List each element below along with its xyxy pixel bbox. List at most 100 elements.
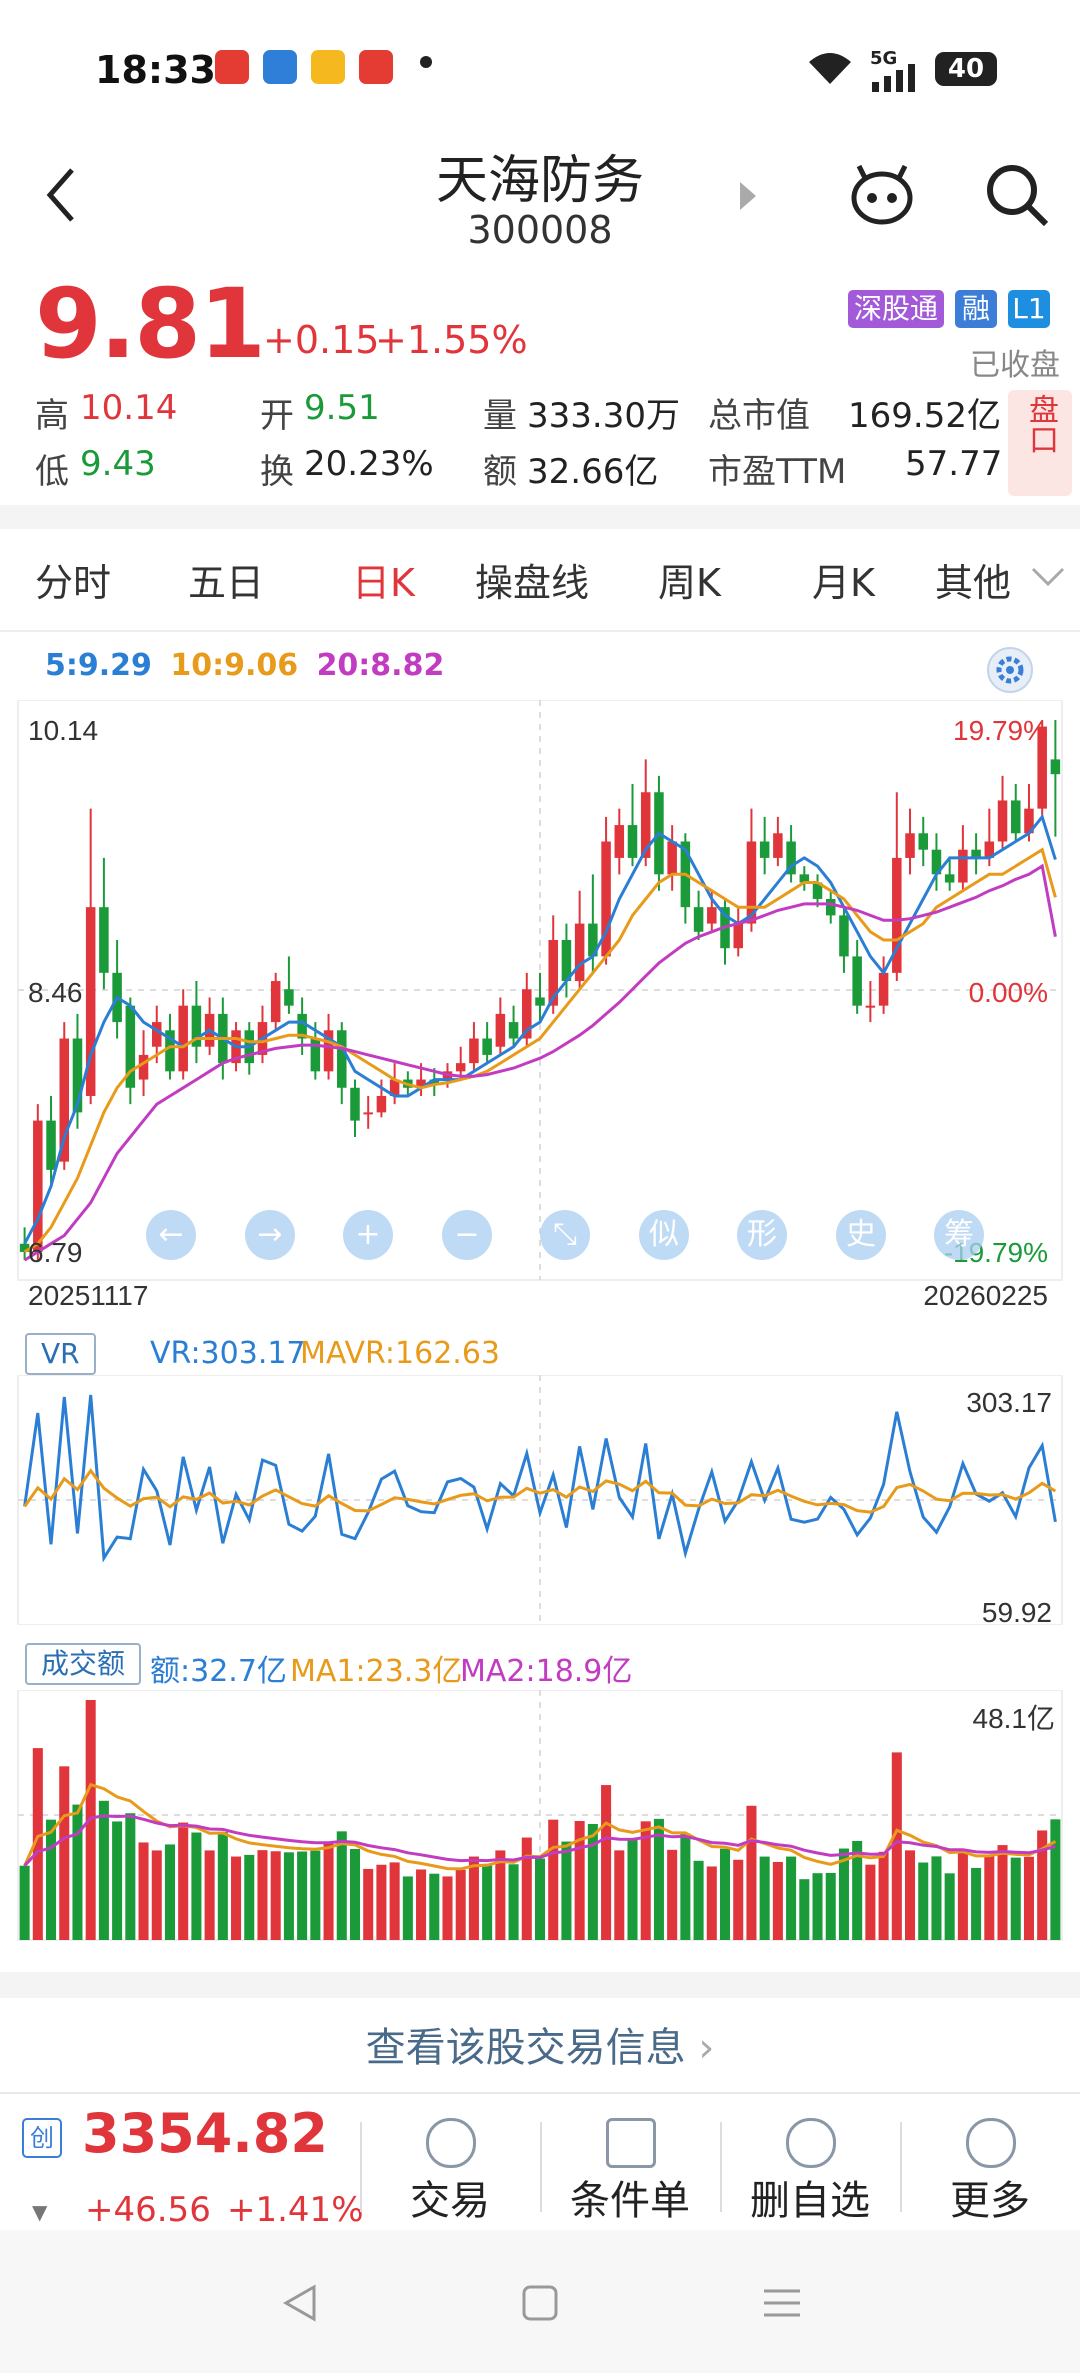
tab-other[interactable]: 其他 bbox=[935, 561, 1012, 605]
remove-watchlist-button[interactable]: 删自选 bbox=[720, 2110, 900, 2224]
pe-value: 57.77 bbox=[905, 444, 1003, 484]
nav-home-icon[interactable] bbox=[520, 2283, 560, 2323]
amount-bar bbox=[231, 1856, 242, 1940]
current-price: 9.81 bbox=[35, 268, 266, 380]
zoom-out-button[interactable]: − bbox=[442, 1210, 492, 1260]
amount-bar bbox=[574, 1821, 585, 1940]
caret-down-icon[interactable]: ▼ bbox=[32, 2200, 48, 2224]
amount-bar bbox=[217, 1832, 228, 1940]
price-change: +0.15 bbox=[263, 318, 380, 362]
amount-indicator-button[interactable]: 成交额 bbox=[25, 1643, 142, 1685]
candle-body bbox=[389, 1079, 400, 1096]
candle-body bbox=[429, 1079, 440, 1085]
amount-ma2-line bbox=[23, 1814, 1056, 1867]
candle-body bbox=[707, 907, 717, 924]
amount-bar bbox=[1037, 1830, 1048, 1940]
status-time: 18:33 bbox=[95, 48, 216, 92]
candle-body bbox=[165, 1030, 175, 1072]
amount-bar bbox=[852, 1840, 863, 1940]
tab-trading-line[interactable]: 操盘线 bbox=[475, 561, 590, 605]
amount-bar bbox=[944, 1873, 955, 1940]
candle-body bbox=[191, 1005, 202, 1047]
candle-body bbox=[508, 1022, 519, 1039]
candle-body bbox=[455, 1063, 466, 1072]
tab-monthly-k[interactable]: 月K bbox=[812, 561, 875, 605]
tab-daily-k[interactable]: 日K bbox=[352, 561, 415, 605]
search-icon[interactable] bbox=[982, 160, 1052, 230]
amount-bar bbox=[32, 1748, 43, 1940]
candle-body bbox=[931, 849, 942, 875]
amount-bar bbox=[838, 1848, 849, 1940]
ma10-value: 10:9.06 bbox=[170, 648, 299, 683]
tab-weekly-k[interactable]: 周K bbox=[658, 561, 721, 605]
pan-left-button[interactable]: ← bbox=[146, 1210, 196, 1260]
kline-chart[interactable]: 10.14 8.46 6.79 19.79% 0.00% -19.79% 202… bbox=[0, 700, 1080, 1330]
amount-bar bbox=[98, 1800, 109, 1940]
low-label: 低 bbox=[35, 452, 69, 492]
amount-bar bbox=[270, 1851, 281, 1940]
gear-icon[interactable] bbox=[985, 645, 1035, 695]
divider bbox=[0, 2092, 1080, 2094]
tab-timeshare[interactable]: 分时 bbox=[35, 561, 112, 605]
fullscreen-button[interactable]: ⤡ bbox=[540, 1210, 590, 1260]
amount-chart: 48.1亿 bbox=[17, 1690, 1063, 1941]
zoom-in-button[interactable]: + bbox=[343, 1210, 393, 1260]
browser-app-icon bbox=[263, 50, 297, 84]
tag-shenguntong[interactable]: 深股通 bbox=[848, 290, 944, 328]
candle-body bbox=[733, 923, 743, 949]
next-stock-icon[interactable] bbox=[738, 180, 758, 212]
condition-order-button[interactable]: 条件单 bbox=[540, 2110, 720, 2224]
candle-body bbox=[905, 833, 915, 858]
network-label: 5G bbox=[870, 48, 898, 69]
ma10-line bbox=[23, 847, 1057, 1254]
candle-body bbox=[19, 1243, 30, 1252]
amount-bar bbox=[125, 1813, 136, 1940]
candle-body bbox=[746, 841, 757, 924]
similar-button[interactable]: 似 bbox=[639, 1210, 689, 1260]
trade-info-label: 查看该股交易信息 bbox=[365, 2025, 686, 2071]
amount-bar bbox=[1010, 1857, 1021, 1940]
candle-body bbox=[997, 800, 1008, 842]
ma-legend: 5:9.29 10:9.06 20:8.82 bbox=[45, 648, 444, 683]
pattern-button[interactable]: 形 bbox=[737, 1210, 787, 1260]
chevron-down-icon[interactable] bbox=[1030, 565, 1066, 589]
candle-body bbox=[297, 1013, 307, 1039]
nav-menu-icon[interactable] bbox=[762, 2283, 802, 2323]
amount-bar bbox=[112, 1821, 123, 1940]
signal-icon bbox=[872, 64, 915, 92]
pankou-label: 盘口 bbox=[1023, 394, 1058, 454]
tag-margin[interactable]: 融 bbox=[955, 290, 997, 328]
trade-button[interactable]: 交易 bbox=[360, 2110, 540, 2224]
history-button[interactable]: 史 bbox=[836, 1210, 886, 1260]
candle-body bbox=[1010, 800, 1021, 834]
assistant-robot-icon[interactable] bbox=[845, 158, 920, 233]
nav-back-icon[interactable] bbox=[280, 2283, 320, 2323]
candle-body bbox=[693, 907, 704, 932]
vr-axis-bottom: 59.92 bbox=[982, 1597, 1052, 1625]
pankou-tab[interactable]: 盘口 bbox=[1008, 390, 1072, 496]
candle-body bbox=[323, 1030, 334, 1072]
price-axis-top: 10.14 bbox=[28, 715, 98, 746]
tab-five-day[interactable]: 五日 bbox=[188, 561, 265, 605]
candle-body bbox=[85, 907, 96, 1096]
amount-bar bbox=[482, 1863, 493, 1940]
back-arrow-icon[interactable] bbox=[40, 160, 90, 230]
amount-bar bbox=[468, 1856, 479, 1940]
kline-ma-lines bbox=[23, 813, 1057, 1262]
chinext-index-icon[interactable]: 创 bbox=[22, 2118, 62, 2158]
candle-body bbox=[958, 849, 968, 883]
candle-body bbox=[773, 833, 783, 858]
trade-info-link[interactable]: 查看该股交易信息 › bbox=[0, 2015, 1080, 2073]
candle-body bbox=[944, 874, 955, 883]
candle-body bbox=[786, 841, 796, 875]
index-value[interactable]: 3354.82 bbox=[82, 2102, 328, 2165]
chips-button[interactable]: 筹 bbox=[934, 1210, 984, 1260]
amount-bar bbox=[891, 1752, 902, 1940]
vr-indicator-button[interactable]: VR bbox=[25, 1333, 96, 1375]
stock-name: 天海防务 bbox=[435, 151, 644, 211]
pan-right-button[interactable]: → bbox=[245, 1210, 295, 1260]
amount-bar bbox=[548, 1819, 559, 1940]
tag-level1[interactable]: L1 bbox=[1008, 290, 1050, 328]
candle-body bbox=[892, 857, 902, 973]
more-button[interactable]: 更多 bbox=[900, 2110, 1080, 2224]
